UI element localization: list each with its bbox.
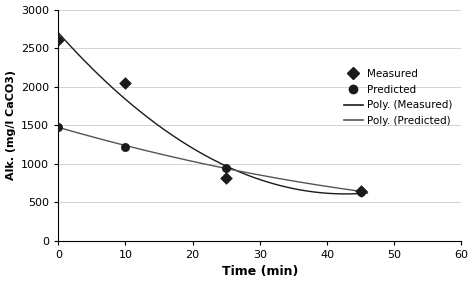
Point (357, 189, 365, 194)
Point (122, 81, 129, 85)
Point (55, 38, 62, 43)
Y-axis label: Alk. (mg/l CaCO3): Alk. (mg/l CaCO3) (6, 70, 16, 180)
Point (122, 145, 129, 149)
Legend: Measured, Predicted, Poly. (Measured), Poly. (Predicted): Measured, Predicted, Poly. (Measured), P… (339, 65, 456, 130)
Point (222, 175, 230, 180)
Point (222, 165, 230, 170)
Point (55, 124, 62, 129)
X-axis label: Time (min): Time (min) (222, 266, 298, 278)
Point (357, 189, 365, 193)
